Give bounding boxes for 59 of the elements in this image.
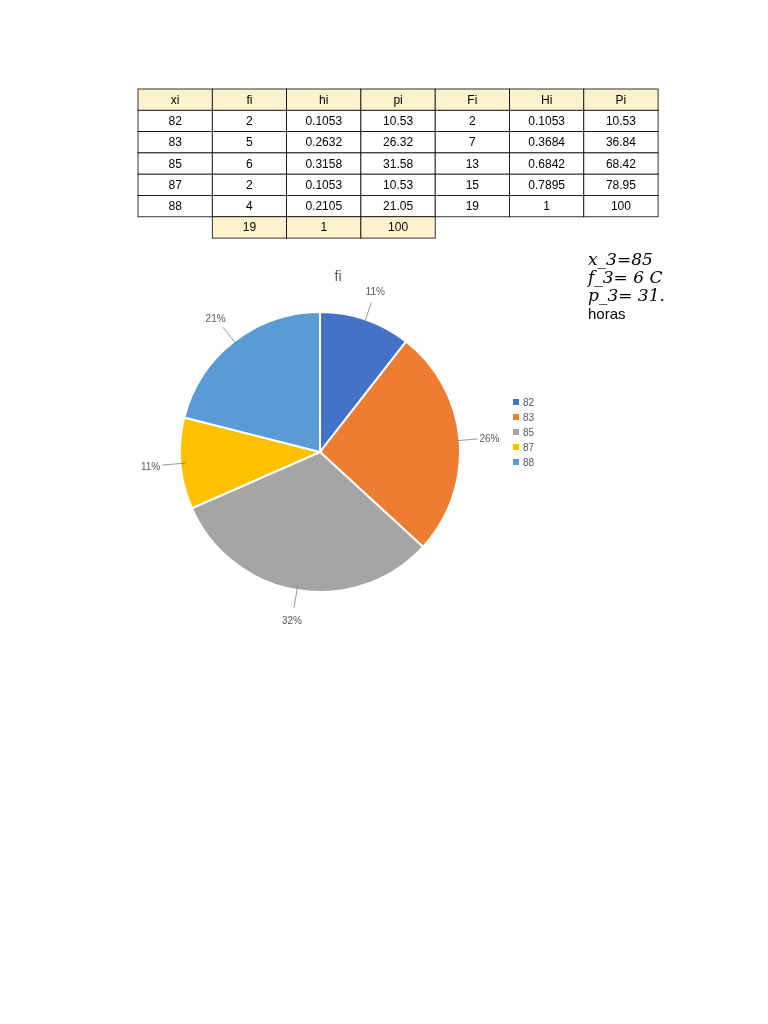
- legend-label: 83: [523, 412, 535, 423]
- category-label: hi: [319, 92, 329, 107]
- text: 68.42: [605, 156, 636, 171]
- text: 1: [543, 199, 550, 214]
- category-label: xi: [170, 92, 180, 107]
- text: 7: [469, 135, 476, 150]
- text: 0.1053: [305, 113, 343, 128]
- data-label: 26%: [479, 433, 500, 444]
- text: 0.3158: [305, 156, 343, 171]
- text: 0.1053: [305, 177, 343, 192]
- text: 0.1053: [528, 113, 565, 128]
- text: 2: [246, 177, 253, 192]
- data-label: 11%: [365, 286, 385, 298]
- data-label: 32%: [281, 614, 303, 626]
- text: 10.53: [383, 113, 414, 128]
- text: horas: [588, 305, 626, 322]
- chart-title: fi: [334, 268, 342, 284]
- text: 13: [465, 156, 480, 171]
- text: 1: [320, 220, 328, 235]
- text: 19: [242, 220, 257, 235]
- text: 87: [168, 177, 182, 192]
- text: 2: [246, 113, 253, 128]
- text: x_3=85: [588, 249, 653, 269]
- text: 19: [465, 199, 480, 214]
- legend-label: 87: [523, 442, 535, 453]
- text: 78.95: [605, 177, 636, 192]
- text: 4: [246, 199, 253, 214]
- text: 26.32: [383, 135, 414, 150]
- category-label: Pi: [615, 92, 627, 107]
- text: 0.3684: [528, 135, 565, 150]
- category-label: fi: [246, 92, 253, 107]
- text: 36.84: [605, 135, 636, 150]
- data-label: 21%: [205, 312, 226, 324]
- text: f_3= 6 C: [586, 267, 663, 287]
- legend-label: 85: [523, 427, 535, 438]
- category-label: pi: [393, 92, 403, 107]
- text: 85: [168, 156, 182, 171]
- text: 0.7895: [528, 177, 565, 192]
- text: 15: [465, 177, 480, 192]
- category-label: Hi: [540, 92, 553, 107]
- text: 6: [246, 156, 253, 171]
- text: 31.58: [383, 156, 414, 171]
- text: 0.2105: [305, 199, 343, 214]
- text: 2: [469, 113, 476, 128]
- text: 5: [246, 135, 253, 150]
- text: 82: [168, 113, 182, 128]
- legend-label: 82: [523, 397, 535, 408]
- data-label: 11%: [140, 461, 161, 472]
- legend-label: 88: [523, 457, 535, 468]
- text: 10.53: [383, 177, 414, 192]
- text: 100: [610, 199, 631, 214]
- text: 10.53: [605, 113, 636, 128]
- text: 0.2632: [305, 135, 343, 150]
- text: 100: [388, 220, 409, 235]
- text: 0.6842: [528, 156, 565, 171]
- text: 83: [168, 135, 182, 150]
- category-label: Fi: [467, 92, 478, 107]
- text: 21.05: [383, 199, 414, 214]
- text: 88: [168, 199, 182, 214]
